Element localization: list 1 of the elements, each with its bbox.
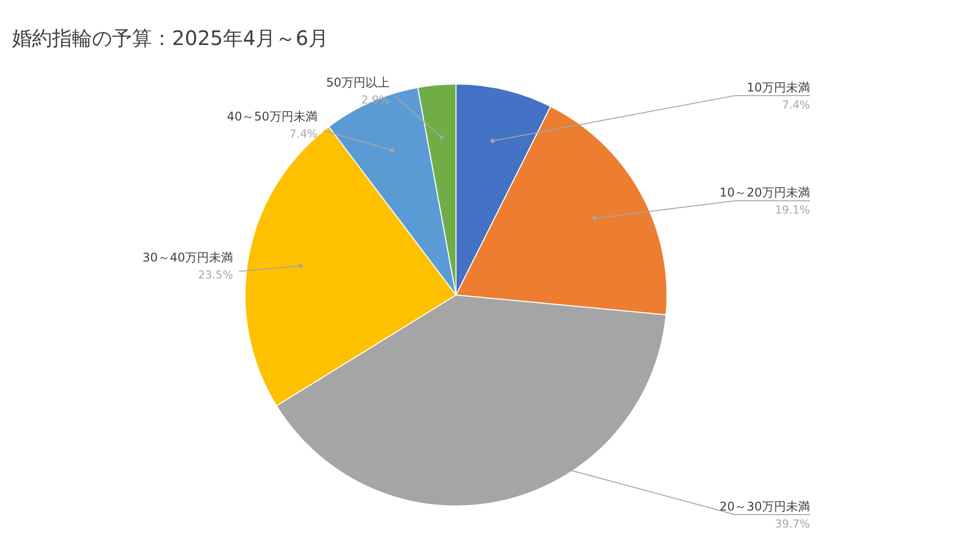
- title: 婚約指輪の予算：2025年4月～6月: [12, 26, 328, 50]
